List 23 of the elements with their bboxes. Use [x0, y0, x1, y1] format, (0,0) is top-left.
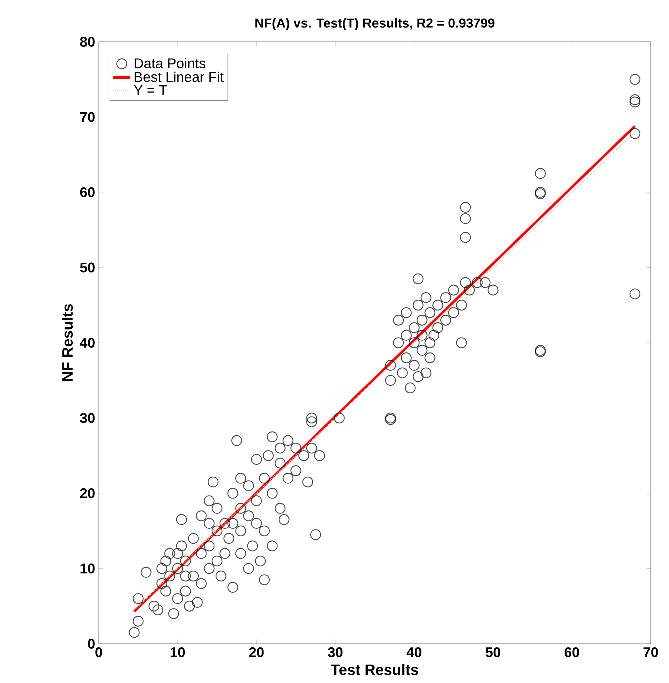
y-axis-title: NF Results — [62, 304, 74, 382]
x-tick-label: 0 — [96, 648, 102, 658]
legend-label: Data Points — [134, 58, 206, 69]
y-tick-label: 40 — [80, 338, 95, 348]
x-tick-label: 40 — [406, 648, 422, 658]
y-tick-label: 60 — [80, 188, 95, 198]
legend-label: Best Linear Fit — [134, 72, 224, 82]
y-tick-label: 20 — [80, 488, 95, 498]
x-tick-label: 20 — [249, 648, 264, 658]
legend-label: Y = T — [134, 86, 168, 96]
x-tick-label: 70 — [644, 648, 658, 658]
x-axis-title: Test Results — [331, 664, 418, 676]
y-tick-label: 80 — [80, 37, 95, 47]
y-tick-label: 10 — [80, 564, 95, 574]
chart-title: NF(A) vs. Test(T) Results, R2 = 0.93799 — [256, 18, 495, 30]
y-tick-label: 50 — [80, 262, 95, 273]
x-tick-label: 60 — [564, 648, 580, 658]
x-tick-label: 10 — [170, 648, 186, 658]
y-tick-label: 70 — [80, 112, 95, 122]
x-tick-label: 50 — [486, 648, 500, 658]
y-tick-label: 0 — [88, 639, 95, 649]
x-tick-label: 30 — [328, 648, 343, 658]
y-tick-label: 30 — [80, 413, 95, 424]
